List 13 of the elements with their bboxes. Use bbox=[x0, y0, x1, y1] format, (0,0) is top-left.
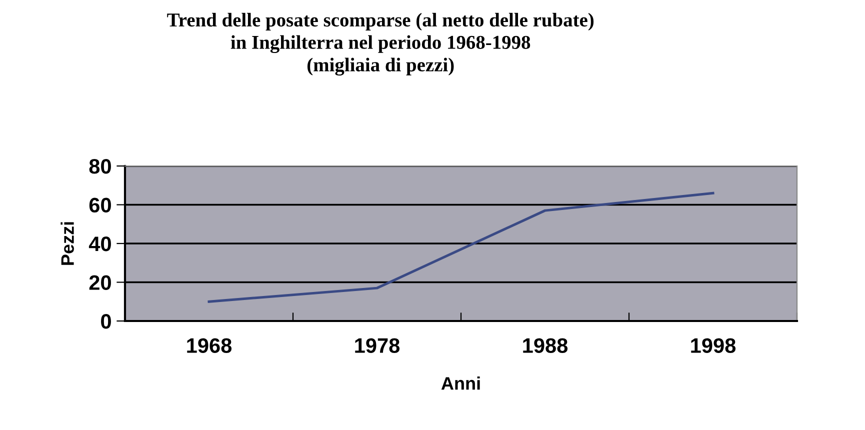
x-tick-label: 1988 bbox=[523, 338, 568, 353]
x-tick-label: 1968 bbox=[187, 338, 232, 353]
y-tick-label: 80 bbox=[89, 159, 111, 174]
line-series bbox=[208, 192, 714, 303]
x-axis-title: Anni bbox=[441, 376, 480, 390]
y-tick-label: 20 bbox=[89, 275, 111, 290]
y-tick-label: 0 bbox=[101, 314, 111, 329]
x-tick-label: 1978 bbox=[355, 338, 400, 353]
y-tick-label: 60 bbox=[89, 198, 111, 213]
chart-title: Trend delle posate scomparse (al netto delle rubate) in Inghilterra nel periodo 1968-1998 (migliaia di pezzi) bbox=[167, 12, 594, 76]
y-axis-title: Pezzi bbox=[60, 222, 74, 265]
y-tick-label: 40 bbox=[88, 236, 111, 252]
x-tick-label: 1998 bbox=[691, 338, 736, 353]
